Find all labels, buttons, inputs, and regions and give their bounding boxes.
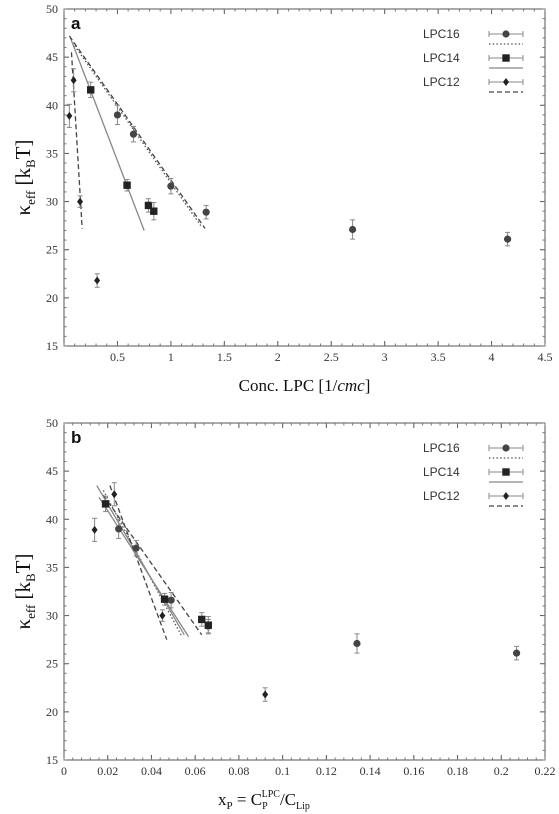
legend-label: LPC14 [423,51,460,65]
y-tick-label: 30 [46,195,58,209]
chart-panel-a: 0.5 1 1.5 2 2.5 3 3.5 4 4.5 15 20 25 30 35 40 45 50 a LPC1… [11,2,553,395]
data-point [113,111,122,119]
x-axis-label: xP = CPLPC/CLip [218,789,310,812]
y-tick-label: 30 [46,609,58,623]
data-point [502,30,510,38]
fit-line-LPC14 [96,485,185,636]
y-tick-label: 40 [46,98,58,112]
svg-text:κeff [kBT]: κeff [kBT] [11,139,38,215]
legend-label: LPC12 [423,489,460,503]
y-tick-label: 15 [46,339,58,353]
x-tick-label: 0.08 [228,764,249,778]
data-point [502,54,510,62]
data-point [167,596,175,604]
x-tick-label: 1 [168,350,174,364]
data-point [160,595,169,603]
y-tick-label: 35 [46,146,58,160]
data-point [353,639,361,648]
x-tick-label: 0.06 [185,764,206,778]
legend-label: LPC16 [423,441,460,455]
x-tick-label: 2.5 [324,350,339,364]
y-tick-label: 20 [46,705,58,719]
x-tick-label: 4 [489,350,495,364]
x-tick-label: 3 [382,350,388,364]
data-point [66,111,73,120]
data-point [198,615,206,624]
x-tick-label: 0.22 [535,764,556,778]
data-point [87,86,95,94]
x-tick-label: 0.12 [316,764,337,778]
chart-panel-b: 0 0.02 0.04 0.06 0.08 0.1 0.12 0.14 0.16 0.18 0.2 0… [11,416,556,812]
x-tick-label: 0.04 [141,764,162,778]
data-point [503,78,509,86]
data-point [502,468,510,476]
x-tick-label: 0.18 [447,764,468,778]
data-point [129,130,138,138]
x-tick-label: 0.16 [403,764,424,778]
data-point [101,500,110,508]
y-tick-label: 20 [46,291,58,305]
y-tick-label: 50 [46,2,58,16]
y-tick-label: 45 [46,464,58,478]
y-tick-label: 45 [46,50,58,64]
fit-line [68,35,206,229]
legend-label: LPC12 [423,75,460,89]
data-point [70,76,77,85]
data-point [115,525,123,533]
x-tick-label: 3.5 [431,350,446,364]
x-tick-label: 0.02 [97,764,118,778]
data-point [77,197,84,206]
data-point [94,276,101,285]
data-point [512,649,521,657]
data-point [503,492,509,500]
data-point [349,225,357,234]
x-tick-label: 0 [61,764,67,778]
y-tick-label: 50 [46,416,58,430]
data-point [159,611,166,620]
data-point [144,201,153,210]
x-tick-label: 0.2 [494,764,509,778]
x-tick-label: 0.1 [275,764,290,778]
data-point [262,690,269,699]
data-point [123,181,131,189]
x-tick-label: 0.14 [360,764,381,778]
data-point [132,544,140,552]
data-point [150,207,158,215]
y-tick-label: 25 [46,243,58,257]
legend-label: LPC16 [423,27,460,41]
data-point [204,621,212,629]
plot-frame [63,422,546,761]
x-tick-label: 0.5 [110,350,125,364]
panel-label: a [71,14,81,33]
x-tick-label: 2 [275,350,281,364]
data-point [91,525,98,534]
y-tick-label: 25 [46,657,58,671]
x-tick-label: 1.5 [217,350,232,364]
y-tick-label: 40 [46,512,58,526]
plot-frame [63,8,546,347]
legend-label: LPC14 [423,465,460,479]
y-axis-label: κeff [kBT] [11,139,38,215]
data-point [111,490,118,499]
panel-label: b [71,428,81,447]
y-tick-label: 35 [46,560,58,574]
y-tick-label: 15 [46,753,58,767]
data-point [202,208,210,216]
data-point [167,182,175,190]
fit-line-LPC12 [109,485,168,640]
fit-line-LPC14 [69,37,145,231]
fit-line [102,494,203,636]
y-axis-label: κeff [kBT] [11,553,38,629]
fit-line [98,496,190,638]
svg-text:κeff [kBT]: κeff [kBT] [11,553,38,629]
data-point [503,235,512,243]
x-tick-label: 4.5 [538,350,553,364]
data-point [502,444,510,452]
x-axis-label: Conc. LPC [1/cmc] [239,376,371,395]
